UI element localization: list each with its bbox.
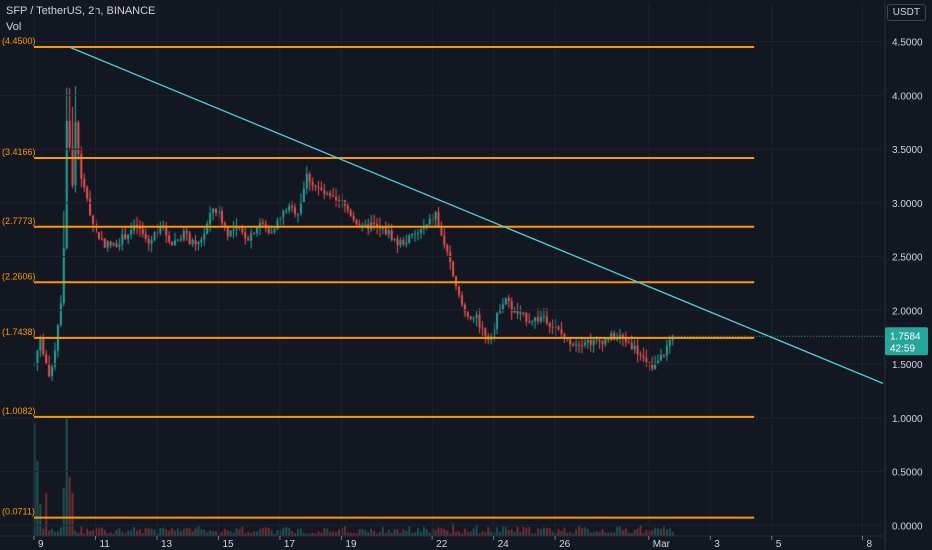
ticker-title: SFP / TetherUS, 2h, BINANCE <box>6 5 156 17</box>
volume-label: Vol <box>6 21 22 33</box>
currency-selector[interactable]: USDT <box>886 4 926 21</box>
